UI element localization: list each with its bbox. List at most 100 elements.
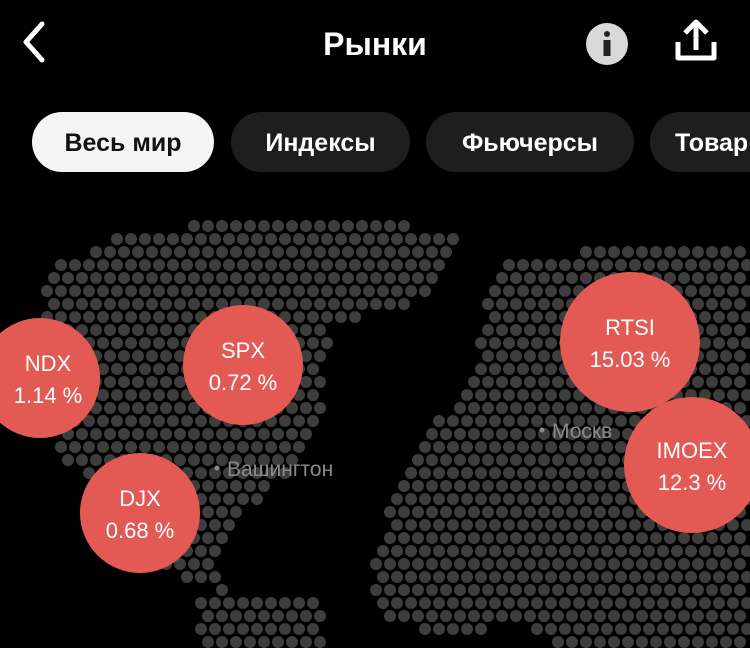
map-dot — [601, 623, 613, 635]
market-bubble[interactable]: DJX 0.68 % — [80, 453, 200, 573]
map-dot — [419, 285, 431, 297]
map-dot — [608, 584, 620, 596]
map-dot — [181, 285, 193, 297]
map-dot — [468, 532, 480, 544]
map-dot — [706, 376, 718, 388]
map-dot — [636, 246, 648, 258]
map-dot — [202, 298, 214, 310]
tab[interactable]: Весь мир — [32, 112, 214, 172]
map-dot — [377, 233, 389, 245]
map-dot — [461, 467, 473, 479]
map-dot — [412, 272, 424, 284]
map-dot — [419, 571, 431, 583]
map-dot — [363, 285, 375, 297]
map-dot — [76, 298, 88, 310]
map-dot — [300, 636, 312, 648]
map-dot — [559, 415, 571, 427]
map-dot — [461, 415, 473, 427]
map-dot — [503, 441, 515, 453]
map-dot — [489, 597, 501, 609]
map-dot — [440, 610, 452, 622]
map-dot — [594, 480, 606, 492]
market-bubble[interactable]: IMOEX 12.3 % — [624, 397, 750, 533]
map-dot — [377, 285, 389, 297]
map-dot — [153, 233, 165, 245]
map-dot — [552, 272, 564, 284]
map-dot — [587, 467, 599, 479]
map-dot — [181, 259, 193, 271]
map-dot — [699, 337, 711, 349]
map-dot — [90, 324, 102, 336]
bubble — [0, 318, 100, 438]
map-dot — [531, 623, 543, 635]
map-dot — [279, 441, 291, 453]
map-dot — [699, 545, 711, 557]
tab[interactable]: Фьючерсы — [426, 112, 634, 172]
map-dot — [454, 558, 466, 570]
map-dot — [202, 454, 214, 466]
map-dot — [699, 623, 711, 635]
map-dot — [216, 480, 228, 492]
map-dot — [97, 337, 109, 349]
map-dot — [601, 441, 613, 453]
map-dot — [195, 233, 207, 245]
map-dot — [517, 545, 529, 557]
back-button[interactable] — [23, 21, 45, 63]
map-dot — [538, 506, 550, 518]
map-dot — [167, 233, 179, 245]
map-dot — [454, 506, 466, 518]
market-bubble[interactable]: RTSI 15.03 % — [560, 272, 700, 412]
map-dot — [272, 636, 284, 648]
map-dot — [321, 311, 333, 323]
map-dot — [622, 610, 634, 622]
map-dot — [419, 493, 431, 505]
market-bubble[interactable]: NDX 1.14 % — [0, 318, 100, 438]
map-dot — [55, 285, 67, 297]
tab[interactable]: Индексы — [231, 112, 410, 172]
map-dot — [230, 610, 242, 622]
map-dot — [496, 428, 508, 440]
share-arrow — [683, 19, 709, 35]
map-dot — [727, 389, 739, 401]
map-dot — [412, 532, 424, 544]
map-dot — [216, 506, 228, 518]
map-dot — [580, 532, 592, 544]
map-dot — [510, 558, 522, 570]
map-dot — [566, 506, 578, 518]
map-dot — [104, 324, 116, 336]
map-dot — [307, 363, 319, 375]
map-dot — [153, 337, 165, 349]
map-dot — [496, 350, 508, 362]
map-dot — [167, 337, 179, 349]
map-dot — [342, 220, 354, 232]
map-dot — [433, 441, 445, 453]
map-dot — [391, 233, 403, 245]
map-dot — [426, 558, 438, 570]
map-dot — [125, 441, 137, 453]
map-dot — [510, 350, 522, 362]
market-bubble[interactable]: SPX 0.72 % — [183, 305, 303, 425]
map-dot — [615, 519, 627, 531]
bubble — [560, 272, 700, 412]
tab[interactable]: Товар — [650, 112, 750, 172]
map-dot — [97, 441, 109, 453]
map-dot — [713, 389, 725, 401]
map-dot — [496, 376, 508, 388]
map-dot — [517, 311, 529, 323]
map-dot — [258, 298, 270, 310]
map-dot — [468, 558, 480, 570]
map-dot — [594, 610, 606, 622]
info-bar — [603, 40, 611, 56]
share-button[interactable] — [675, 19, 717, 61]
map-dot — [279, 259, 291, 271]
map-dot — [510, 324, 522, 336]
map-dot — [580, 428, 592, 440]
map-dot — [545, 285, 557, 297]
map-dot — [510, 584, 522, 596]
map-dot — [97, 363, 109, 375]
map-dot — [706, 610, 718, 622]
map-dot — [55, 311, 67, 323]
map-dot — [608, 532, 620, 544]
map-dot — [566, 454, 578, 466]
info-button[interactable] — [586, 23, 628, 65]
